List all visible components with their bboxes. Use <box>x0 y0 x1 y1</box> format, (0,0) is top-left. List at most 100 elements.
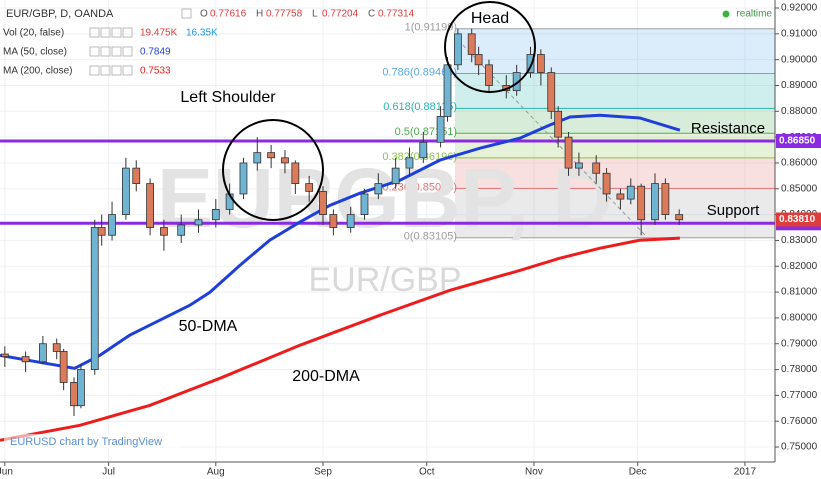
candle-body <box>526 54 535 73</box>
icon <box>122 27 133 38</box>
status-dot <box>722 10 730 18</box>
candle-body <box>474 54 483 66</box>
annotation: Left Shoulder <box>180 89 276 106</box>
x-tick-label: Dec <box>629 467 647 478</box>
icon <box>89 46 100 57</box>
fib-label: 0.5(0.87151) <box>395 126 457 138</box>
candle-body <box>281 157 289 164</box>
candles <box>0 28 684 417</box>
legend-panel: EUR/GBP, D, OANDA O 0.77616 H 0.77758 L 0.772… <box>3 8 415 77</box>
ma-label: 200-DMA <box>292 368 360 385</box>
fib-band <box>455 133 775 158</box>
fib-label: 0(0.83105) <box>404 231 457 243</box>
y-tick-label: 0.79000 <box>781 338 818 349</box>
fib-label: 0.618(0.88115) <box>383 101 457 113</box>
hline-label: Support <box>707 202 760 219</box>
candle-body <box>419 141 428 159</box>
ma-line <box>0 236 680 442</box>
fib-band <box>455 28 775 74</box>
status: realtime <box>736 9 772 20</box>
candle-body <box>374 183 383 195</box>
candle-body <box>291 162 300 185</box>
price-tag <box>776 212 821 227</box>
y-tick-label: 0.86000 <box>781 158 818 169</box>
candle-body <box>391 167 400 185</box>
horizontal-lines <box>0 139 775 225</box>
candle-body <box>443 64 452 117</box>
candle-body <box>253 152 262 164</box>
candle-body <box>360 193 369 216</box>
candle-body <box>108 214 116 236</box>
indicator-name: Vol (20, false) <box>3 28 64 39</box>
indicator-value: 0.7849 <box>140 47 171 58</box>
annotation: Head <box>471 10 509 27</box>
icon <box>122 65 133 76</box>
hline-label: Resistance <box>691 120 765 137</box>
ohlc-key: O <box>200 9 208 20</box>
y-tick-label: 0.90000 <box>781 54 818 65</box>
candle-body <box>651 183 659 221</box>
candle-body <box>575 162 583 169</box>
shoulder-circle <box>222 119 324 221</box>
candle-body <box>536 54 545 73</box>
icon <box>100 27 111 38</box>
icon <box>100 65 111 76</box>
chart-title: EUR/GBP, D, OANDA <box>6 8 114 20</box>
candle-body <box>329 214 338 228</box>
price-axis <box>775 0 821 479</box>
candle-body <box>194 219 203 226</box>
credit-bg <box>4 434 182 450</box>
fib-retracement: 1(0.91199) 0.786(0.89466) 0.618(0.88115) 0.… <box>382 22 775 243</box>
ma-label: 50-DMA <box>179 318 238 335</box>
y-tick-label: 0.88000 <box>781 106 818 117</box>
icon <box>100 46 111 57</box>
ohlc-value: 0.77204 <box>322 9 359 20</box>
indicator-name: MA (200, close) <box>3 66 72 77</box>
ohlc-key: L <box>312 9 318 20</box>
icon <box>111 27 122 38</box>
credit: EURUSD chart by TradingView <box>10 436 162 448</box>
x-tick-label: Aug <box>207 467 225 478</box>
fib-band <box>455 157 775 189</box>
candle-body <box>592 162 601 174</box>
y-tick-label: 0.85000 <box>781 183 818 194</box>
x-tick-label: Jun <box>0 467 13 478</box>
candle-body <box>90 227 99 370</box>
price-tag <box>776 134 821 149</box>
x-tick-label: Jul <box>102 467 115 478</box>
candle-body <box>554 110 563 138</box>
head-circle <box>444 1 536 93</box>
icon <box>89 27 100 38</box>
candle-body <box>132 167 141 185</box>
icon <box>111 65 122 76</box>
pattern-circles <box>222 1 536 221</box>
candle-body <box>467 33 476 55</box>
indicator-name: MA (50, close) <box>3 47 67 58</box>
candle-body <box>267 152 276 159</box>
watermark-symbol: EURGBP, D <box>157 151 613 245</box>
candle-body <box>38 343 47 363</box>
indicator-value: 0.7533 <box>140 66 171 77</box>
candle-body <box>305 183 314 192</box>
ohlc-value: 0.77314 <box>378 9 415 20</box>
candle-body <box>405 157 414 169</box>
candle-body <box>675 214 684 221</box>
icon <box>122 46 133 57</box>
candle-body <box>602 172 611 195</box>
fib-label: 0.786(0.89466) <box>382 66 457 78</box>
x-tick-label: Oct <box>419 467 435 478</box>
icon <box>89 65 100 76</box>
ohlc-key: H <box>256 9 263 20</box>
y-tick-label: 0.76000 <box>781 416 818 427</box>
y-tick-label: 0.77000 <box>781 390 818 401</box>
candle-body <box>52 343 61 352</box>
indicator-value: 16.35K <box>186 28 218 39</box>
y-tick-label: 0.89000 <box>781 80 818 91</box>
candle-body <box>616 193 625 200</box>
axes: 0.75000 0.76000 0.77000 0.78000 0.79000 0.800… <box>0 3 821 478</box>
x-tick-label: Nov <box>525 467 543 478</box>
y-tick-label: 0.83000 <box>781 235 818 246</box>
y-tick-label: 0.82000 <box>781 261 818 272</box>
